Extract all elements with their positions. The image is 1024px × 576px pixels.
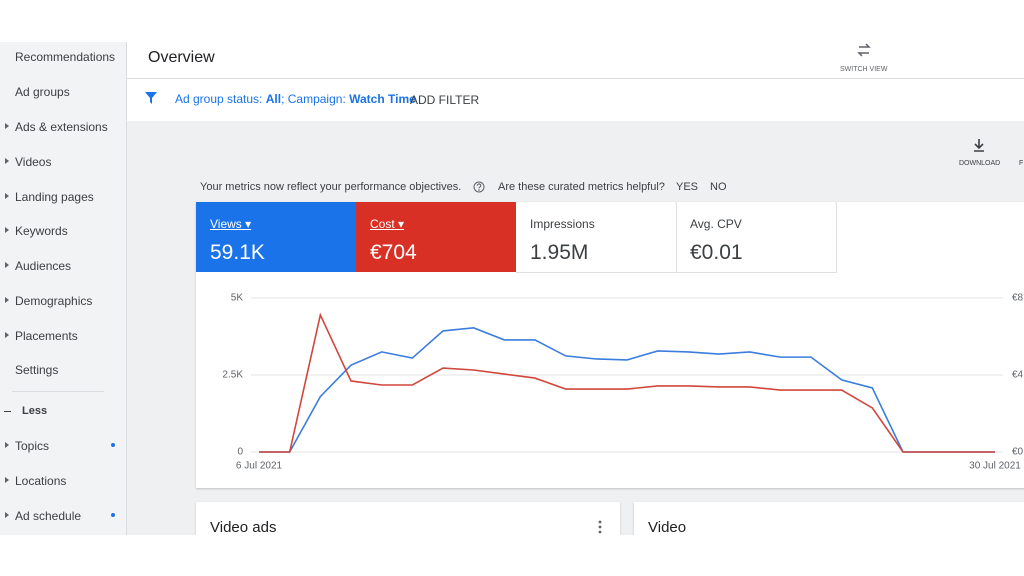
metric-value: €704 <box>370 241 417 264</box>
status-dot <box>111 513 115 517</box>
metric-label: Avg. CPV <box>690 217 742 231</box>
series-line <box>259 312 995 453</box>
main: Overview SWITCH VIEW Ad group status: Al… <box>127 42 1024 535</box>
metric-value: €0.01 <box>690 241 743 264</box>
feedback-question: Are these curated metrics helpful? <box>498 181 665 193</box>
expand-arrow <box>5 227 9 233</box>
expand-arrow <box>5 332 9 338</box>
expand-arrow <box>5 123 9 129</box>
nav-item[interactable]: Ad groups <box>15 85 70 99</box>
feedback-no[interactable]: NO <box>710 181 727 193</box>
y-tick-label: 0 <box>237 447 243 458</box>
nav-item[interactable]: Ad schedule <box>15 509 82 523</box>
download-label[interactable]: DOWNLOAD <box>959 160 1001 167</box>
nav-item[interactable]: Audiences <box>15 259 72 273</box>
metric-label-text: Cost <box>370 217 395 231</box>
collapse-icon <box>4 411 11 412</box>
expand-arrow <box>5 158 9 164</box>
metric-card[interactable]: Impressions 1.95M <box>516 202 677 273</box>
filter-icon[interactable] <box>144 91 158 105</box>
less-toggle[interactable]: Less <box>22 405 48 417</box>
filter-chip[interactable]: Ad group status: All; Campaign: Watch Ti… <box>175 92 416 106</box>
expand-arrow <box>5 442 9 448</box>
feedback-yes[interactable]: YES <box>676 181 699 193</box>
card-title: Video ads <box>210 519 277 535</box>
header: Overview SWITCH VIEW <box>127 42 1024 79</box>
metric-value: 1.95M <box>530 241 589 264</box>
card-title: Video <box>648 519 687 535</box>
nav-item[interactable]: Settings <box>15 363 59 377</box>
video-card: Video <box>634 502 1024 535</box>
expand-arrow <box>5 512 9 518</box>
metric-label: Views ▾ <box>210 217 252 231</box>
nav-item[interactable]: Recommendations <box>15 50 116 64</box>
toolbar-label[interactable]: F <box>1019 160 1024 167</box>
divider <box>12 391 104 392</box>
metric-value: 59.1K <box>210 241 265 264</box>
metric-card[interactable]: Cost ▾ €704 <box>356 202 516 272</box>
nav-item[interactable]: Videos <box>15 155 52 169</box>
filter-status: All <box>265 92 282 106</box>
nav-item[interactable]: Demographics <box>15 294 93 308</box>
y-tick-label: 2.5K <box>222 370 243 381</box>
notice: Your metrics now reflect your performanc… <box>200 181 462 193</box>
y-tick-label: 5K <box>231 293 244 304</box>
add-filter[interactable]: ADD FILTER <box>410 93 480 107</box>
x-tick-label: 6 Jul 2021 <box>236 461 283 472</box>
nav-item[interactable]: Ads & extensions <box>15 120 108 134</box>
nav-item[interactable]: Locations <box>15 474 67 488</box>
filter-sep: ; Campaign: <box>281 92 350 106</box>
video-ads-card: Video ads <box>196 502 620 535</box>
download-icon[interactable] <box>972 138 986 152</box>
expand-arrow <box>5 297 9 303</box>
expand-arrow <box>5 262 9 268</box>
metric-label: Cost ▾ <box>370 217 405 231</box>
nav-item[interactable]: Keywords <box>15 224 68 238</box>
help-icon[interactable] <box>473 181 485 193</box>
more-menu[interactable] <box>598 520 602 534</box>
nav-item[interactable]: Placements <box>15 329 78 343</box>
line-chart: 0 2.5K 5K €0. €4 €8 6 Jul 2021 30 Jul 2021 <box>222 293 1024 472</box>
filter-label: Ad group status: <box>175 92 266 106</box>
page-title: Overview <box>148 49 215 66</box>
sidebar: Recommendations Ad groups Ads & extensio… <box>0 42 127 535</box>
metric-label: Impressions <box>530 217 595 231</box>
filter-campaign: Watch Time <box>349 92 416 106</box>
expand-arrow <box>5 193 9 199</box>
metric-label-text: Views <box>210 217 242 231</box>
nav-item[interactable]: Topics <box>15 439 50 453</box>
expand-arrow <box>5 477 9 483</box>
y2-tick-label: €4 <box>1012 370 1024 381</box>
x-tick-label: 30 Jul 2021 <box>969 461 1021 472</box>
series-line <box>259 327 995 453</box>
nav-item[interactable]: Landing pages <box>15 190 94 204</box>
switch-icon <box>857 43 871 57</box>
filter-bar: Ad group status: All; Campaign: Watch Ti… <box>127 79 1024 121</box>
y2-tick-label: €0. <box>1012 447 1024 458</box>
y2-tick-label: €8 <box>1012 293 1024 304</box>
status-dot <box>111 443 115 447</box>
switch-view[interactable]: SWITCH VIEW <box>840 66 888 73</box>
metric-card[interactable]: Avg. CPV €0.01 <box>676 202 837 273</box>
metric-card[interactable]: Views ▾ 59.1K <box>196 202 356 272</box>
chart-card: Views ▾ 59.1K Cost ▾ €704 Impressions 1.95M… <box>196 202 1024 488</box>
